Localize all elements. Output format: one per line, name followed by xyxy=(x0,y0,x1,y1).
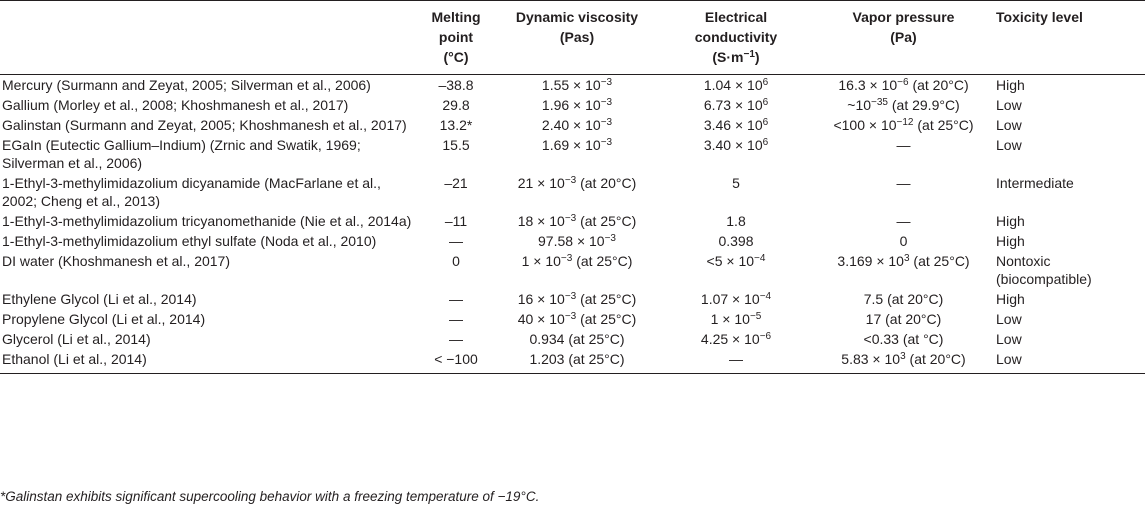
table-row: EGaIn (Eutectic Gallium–Indium) (Zrnic a… xyxy=(0,135,1145,173)
header-vapor-pressure: Vapor pressure (Pa) xyxy=(852,9,955,45)
liquid-name: 1-Ethyl-3-methylimidazolium dicyanamide … xyxy=(2,175,381,209)
liquid-name: 1-Ethyl-3-methylimidazolium tricyanometh… xyxy=(2,213,412,229)
toxicity-cell: Low xyxy=(996,137,1022,153)
vapor-pressure-cell: — xyxy=(896,175,911,191)
viscosity-cell: 97.58 × 10−3 xyxy=(538,233,616,249)
conductivity-cell: 4.25 × 10−6 xyxy=(700,331,772,347)
conductivity-cell: 1.07 × 10−4 xyxy=(700,291,772,307)
toxicity-cell: Low xyxy=(996,311,1022,327)
table-row: Propylene Glycol (Li et al., 2014) — 40 × … xyxy=(0,309,1145,329)
conductivity-cell: — xyxy=(729,351,743,367)
liquid-name: Mercury (Surmann and Zeyat, 2005; Silver… xyxy=(2,77,371,93)
table-row: 1-Ethyl-3-methylimidazolium dicyanamide … xyxy=(0,173,1145,211)
toxicity-cell: High xyxy=(996,291,1025,307)
melting-point-cell: –38.8 xyxy=(438,77,474,93)
melting-point-cell: 29.8 xyxy=(442,97,470,113)
melting-point-cell: — xyxy=(449,291,463,307)
viscosity-cell: 18 × 10−3 (at 25°C) xyxy=(517,213,637,229)
conductivity-cell: 1.8 xyxy=(726,213,746,229)
table-row: Glycerol (Li et al., 2014) — 0.934 (at 25°… xyxy=(0,329,1145,349)
table-row: Ethanol (Li et al., 2014) < −100 1.203 (at… xyxy=(0,349,1145,374)
conductivity-cell: 3.40 × 106 xyxy=(703,137,769,153)
table-row: Mercury (Surmann and Zeyat, 2005; Silver… xyxy=(0,75,1145,96)
header-electrical-conductivity: Electrical conductivity (S·m−1) xyxy=(694,9,778,65)
liquid-name: Glycerol (Li et al., 2014) xyxy=(2,331,151,347)
toxicity-cell: High xyxy=(996,233,1025,249)
viscosity-cell: 21 × 10−3 (at 20°C) xyxy=(517,175,637,191)
properties-table: Melting point (°C) Dynamic viscosity (Pa… xyxy=(0,0,1145,374)
vapor-pressure-cell: — xyxy=(896,137,911,153)
vapor-pressure-cell: 17 (at 20°C) xyxy=(865,311,942,327)
toxicity-cell: Low xyxy=(996,331,1022,347)
header-melting-point: Melting point (°C) xyxy=(431,9,481,65)
vapor-pressure-cell: 3.169 × 103 (at 25°C) xyxy=(837,253,970,269)
melting-point-cell: — xyxy=(449,233,463,249)
vapor-pressure-cell: <100 × 10−12 (at 25°C) xyxy=(833,117,974,133)
table-row: Galinstan (Surmann and Zeyat, 2005; Khos… xyxy=(0,115,1145,135)
conductivity-cell: 1 × 10−5 xyxy=(710,311,762,327)
liquid-name: Galinstan (Surmann and Zeyat, 2005; Khos… xyxy=(2,117,407,133)
table-row: Gallium (Morley et al., 2008; Khoshmanes… xyxy=(0,95,1145,115)
viscosity-cell: 1.69 × 10−3 xyxy=(541,137,613,153)
vapor-pressure-cell: ~10−35 (at 29.9°C) xyxy=(847,97,960,113)
conductivity-cell: 5 xyxy=(732,175,740,191)
table-row: DI water (Khoshmanesh et al., 2017) 0 1 × … xyxy=(0,251,1145,289)
viscosity-cell: 0.934 (at 25°C) xyxy=(529,331,625,347)
liquid-name: DI water (Khoshmanesh et al., 2017) xyxy=(2,253,231,269)
table-row: 1-Ethyl-3-methylimidazolium ethyl sulfat… xyxy=(0,231,1145,251)
melting-point-cell: –11 xyxy=(444,213,468,229)
toxicity-cell: Nontoxic (biocompatible) xyxy=(996,253,1092,287)
liquid-name: Ethylene Glycol (Li et al., 2014) xyxy=(2,291,197,307)
vapor-pressure-cell: 16.3 × 10−6 (at 20°C) xyxy=(838,77,969,93)
table-row: Ethylene Glycol (Li et al., 2014) — 16 × 1… xyxy=(0,289,1145,309)
vapor-pressure-cell: <0.33 (at °C) xyxy=(863,331,944,347)
viscosity-cell: 40 × 10−3 (at 25°C) xyxy=(517,311,637,327)
conductivity-cell: 6.73 × 106 xyxy=(703,97,769,113)
viscosity-cell: 16 × 10−3 (at 25°C) xyxy=(517,291,637,307)
liquid-name: Gallium (Morley et al., 2008; Khoshmanes… xyxy=(2,97,349,113)
melting-point-cell: — xyxy=(449,331,463,347)
conductivity-cell: <5 × 10−4 xyxy=(706,253,766,269)
table-row: 1-Ethyl-3-methylimidazolium tricyanometh… xyxy=(0,211,1145,231)
liquid-name: Propylene Glycol (Li et al., 2014) xyxy=(2,311,206,327)
vapor-pressure-cell: 7.5 (at 20°C) xyxy=(863,291,944,307)
viscosity-cell: 1.96 × 10−3 xyxy=(541,97,613,113)
toxicity-cell: Low xyxy=(996,351,1022,367)
liquid-name: EGaIn (Eutectic Gallium–Indium) (Zrnic a… xyxy=(2,137,361,171)
melting-point-cell: < −100 xyxy=(434,351,478,367)
liquid-name: 1-Ethyl-3-methylimidazolium ethyl sulfat… xyxy=(2,233,377,249)
toxicity-cell: High xyxy=(996,213,1025,229)
table-header: Melting point (°C) Dynamic viscosity (Pa… xyxy=(0,0,1145,75)
toxicity-cell: High xyxy=(996,77,1025,93)
conductivity-cell: 0.398 xyxy=(718,233,754,249)
table-body: Mercury (Surmann and Zeyat, 2005; Silver… xyxy=(0,75,1145,374)
conductivity-cell: 3.46 × 106 xyxy=(703,117,769,133)
viscosity-cell: 1.203 (at 25°C) xyxy=(529,351,625,367)
viscosity-cell: 1 × 10−3 (at 25°C) xyxy=(521,253,633,269)
toxicity-cell: Low xyxy=(996,97,1022,113)
toxicity-cell: Intermediate xyxy=(996,175,1074,191)
toxicity-cell: Low xyxy=(996,117,1022,133)
melting-point-cell: 0 xyxy=(452,253,460,269)
melting-point-cell: –21 xyxy=(444,175,468,191)
header-toxicity-level: Toxicity level xyxy=(996,9,1083,25)
vapor-pressure-cell: 5.83 × 103 (at 20°C) xyxy=(841,351,966,367)
conductivity-cell: 1.04 × 106 xyxy=(703,77,769,93)
table-footnote: *Galinstan exhibits significant supercoo… xyxy=(0,489,540,504)
viscosity-cell: 1.55 × 10−3 xyxy=(541,77,613,93)
vapor-pressure-cell: 0 xyxy=(899,233,908,249)
liquid-name: Ethanol (Li et al., 2014) xyxy=(2,351,147,367)
melting-point-cell: 13.2* xyxy=(439,117,473,133)
melting-point-cell: 15.5 xyxy=(442,137,470,153)
viscosity-cell: 2.40 × 10−3 xyxy=(541,117,613,133)
header-dynamic-viscosity: Dynamic viscosity (Pas) xyxy=(515,9,639,45)
melting-point-cell: — xyxy=(449,311,463,327)
header-liquid xyxy=(0,1,415,75)
vapor-pressure-cell: — xyxy=(896,213,911,229)
